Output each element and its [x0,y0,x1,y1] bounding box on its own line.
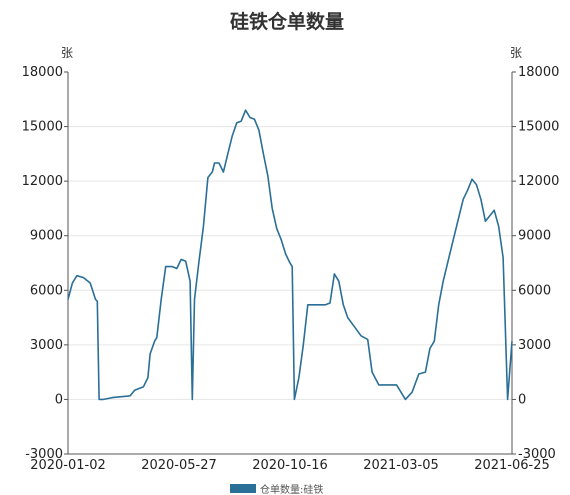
left-tick-label: 3000 [30,338,63,353]
left-tick-label: -3000 [25,447,63,462]
x-tick-label: 2021-03-05 [363,458,439,473]
right-tick-label: 9000 [518,229,551,244]
left-tick-label: 6000 [30,283,63,298]
legend-swatch [230,484,256,493]
right-tick-label: 18000 [518,65,559,80]
left-tick-label: 9000 [30,229,63,244]
right-tick-label: 0 [518,392,526,407]
right-tick-label: 12000 [518,174,559,189]
right-axis-unit: 张 [510,46,522,60]
legend: 仓单数量:硅铁 [230,483,323,495]
x-tick-label: 2020-10-16 [252,458,328,473]
grid [68,126,512,400]
chart-title: 硅铁仓单数量 [230,10,344,33]
left-tick-label: 0 [55,392,63,407]
tick-labels: 18000 18000 15000 15000 12000 12000 9000 9000 60… [22,65,560,473]
left-tick-label: 18000 [22,65,63,80]
x-tick-label: 2021-06-25 [474,458,550,473]
series-line [67,109,513,401]
right-tick-label: 3000 [518,338,551,353]
x-tick-label: 2020-05-27 [141,458,217,473]
right-tick-label: 15000 [518,120,559,135]
left-tick-label: 15000 [22,120,63,135]
legend-label: 仓单数量:硅铁 [260,483,323,495]
axes [64,71,516,455]
x-tick-label: 2020-01-02 [30,458,106,473]
right-tick-label: 6000 [518,283,551,298]
right-tick-label: -3000 [518,447,556,462]
left-tick-label: 12000 [22,174,63,189]
series-line-group [67,109,513,401]
left-axis-unit: 张 [61,46,73,60]
